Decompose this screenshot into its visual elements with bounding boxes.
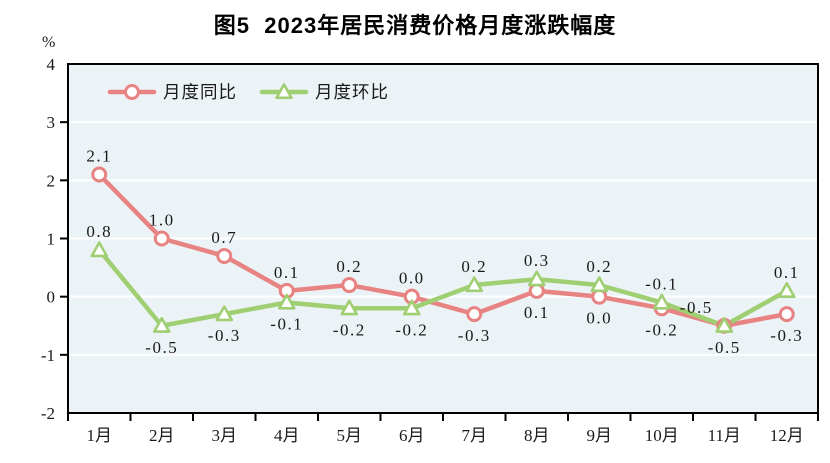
x-tick-label: 10月: [645, 426, 679, 445]
marker-triangle-mom: [275, 83, 293, 100]
data-label-mom: -0.3: [208, 326, 241, 345]
y-tick-label: 1: [47, 230, 56, 249]
y-tick-label: -1: [41, 346, 55, 365]
x-tick-label: 11月: [708, 426, 741, 445]
data-label-mom: -0.5: [680, 298, 713, 317]
data-label-mom: -0.2: [395, 320, 428, 339]
data-label-mom: -0.1: [645, 274, 678, 293]
marker-triangle-mom: [527, 270, 546, 287]
marker-circle-yoy: [153, 230, 170, 247]
x-tick-label: 12月: [770, 426, 804, 445]
data-label-yoy: 0.0: [586, 309, 612, 328]
y-tick-label: 0: [47, 288, 56, 307]
marker-circle-yoy: [124, 84, 140, 100]
data-label-yoy: 1.0: [149, 211, 175, 230]
marker-triangle-mom: [715, 316, 734, 333]
data-label-mom: 0.2: [461, 257, 487, 276]
x-tick-label: 6月: [399, 426, 425, 445]
legend-label-yoy: 月度同比: [163, 82, 237, 102]
data-label-yoy: -0.3: [458, 326, 491, 345]
legend-label-mom: 月度环比: [315, 82, 389, 102]
x-tick-label: 1月: [87, 426, 113, 445]
y-tick-label: 3: [47, 113, 56, 132]
data-label-yoy: -0.5: [708, 338, 741, 357]
marker-circle-yoy: [466, 306, 483, 323]
x-tick-label: 5月: [337, 426, 363, 445]
series-line-yoy: [97, 172, 789, 328]
x-tick-label: 9月: [587, 426, 613, 445]
data-label-mom: -0.2: [333, 320, 366, 339]
y-tick-label: -2: [41, 404, 55, 423]
data-label-yoy: 0.7: [211, 228, 237, 247]
marker-circle-yoy: [341, 277, 358, 294]
marker-triangle-mom: [340, 299, 359, 316]
marker-triangle-mom: [402, 299, 421, 316]
x-tick-label: 8月: [524, 426, 550, 445]
marker-triangle-mom: [90, 241, 109, 258]
x-tick-label: 3月: [212, 426, 238, 445]
data-label-yoy: -0.2: [645, 320, 678, 339]
data-label-mom: 0.3: [524, 251, 550, 270]
x-tick-label: 7月: [462, 426, 488, 445]
data-label-mom: 0.2: [586, 257, 612, 276]
marker-circle-yoy: [216, 247, 233, 264]
data-label-yoy: 0.0: [399, 269, 425, 288]
data-label-mom: 0.8: [86, 222, 112, 241]
marker-triangle-mom: [590, 276, 609, 293]
y-axis-unit-label: %: [42, 34, 56, 51]
series-line-mom: [97, 247, 789, 328]
x-tick-label: 2月: [149, 426, 175, 445]
data-label-yoy: 0.1: [524, 303, 550, 322]
marker-circle-yoy: [91, 166, 108, 183]
x-tick-label: 4月: [274, 426, 300, 445]
data-label-mom: -0.1: [270, 314, 303, 333]
data-label-yoy: 0.1: [274, 263, 300, 282]
data-label-yoy: 0.2: [336, 257, 362, 276]
marker-triangle-mom: [777, 282, 796, 298]
chart-title: 图5 2023年居民消费价格月度涨跌幅度: [213, 13, 617, 38]
marker-circle-yoy: [778, 306, 795, 323]
data-label-mom: -0.5: [145, 338, 178, 357]
marker-triangle-mom: [215, 305, 234, 322]
marker-triangle-mom: [465, 276, 484, 293]
data-label-mom: 0.1: [774, 263, 800, 282]
marker-triangle-mom: [277, 293, 296, 310]
marker-triangle-mom: [152, 316, 171, 333]
y-tick-label: 4: [47, 55, 56, 74]
marker-triangle-mom: [652, 293, 671, 310]
y-tick-label: 2: [47, 171, 56, 190]
data-label-yoy: -0.3: [770, 326, 803, 345]
data-label-yoy: 2.1: [86, 147, 112, 166]
